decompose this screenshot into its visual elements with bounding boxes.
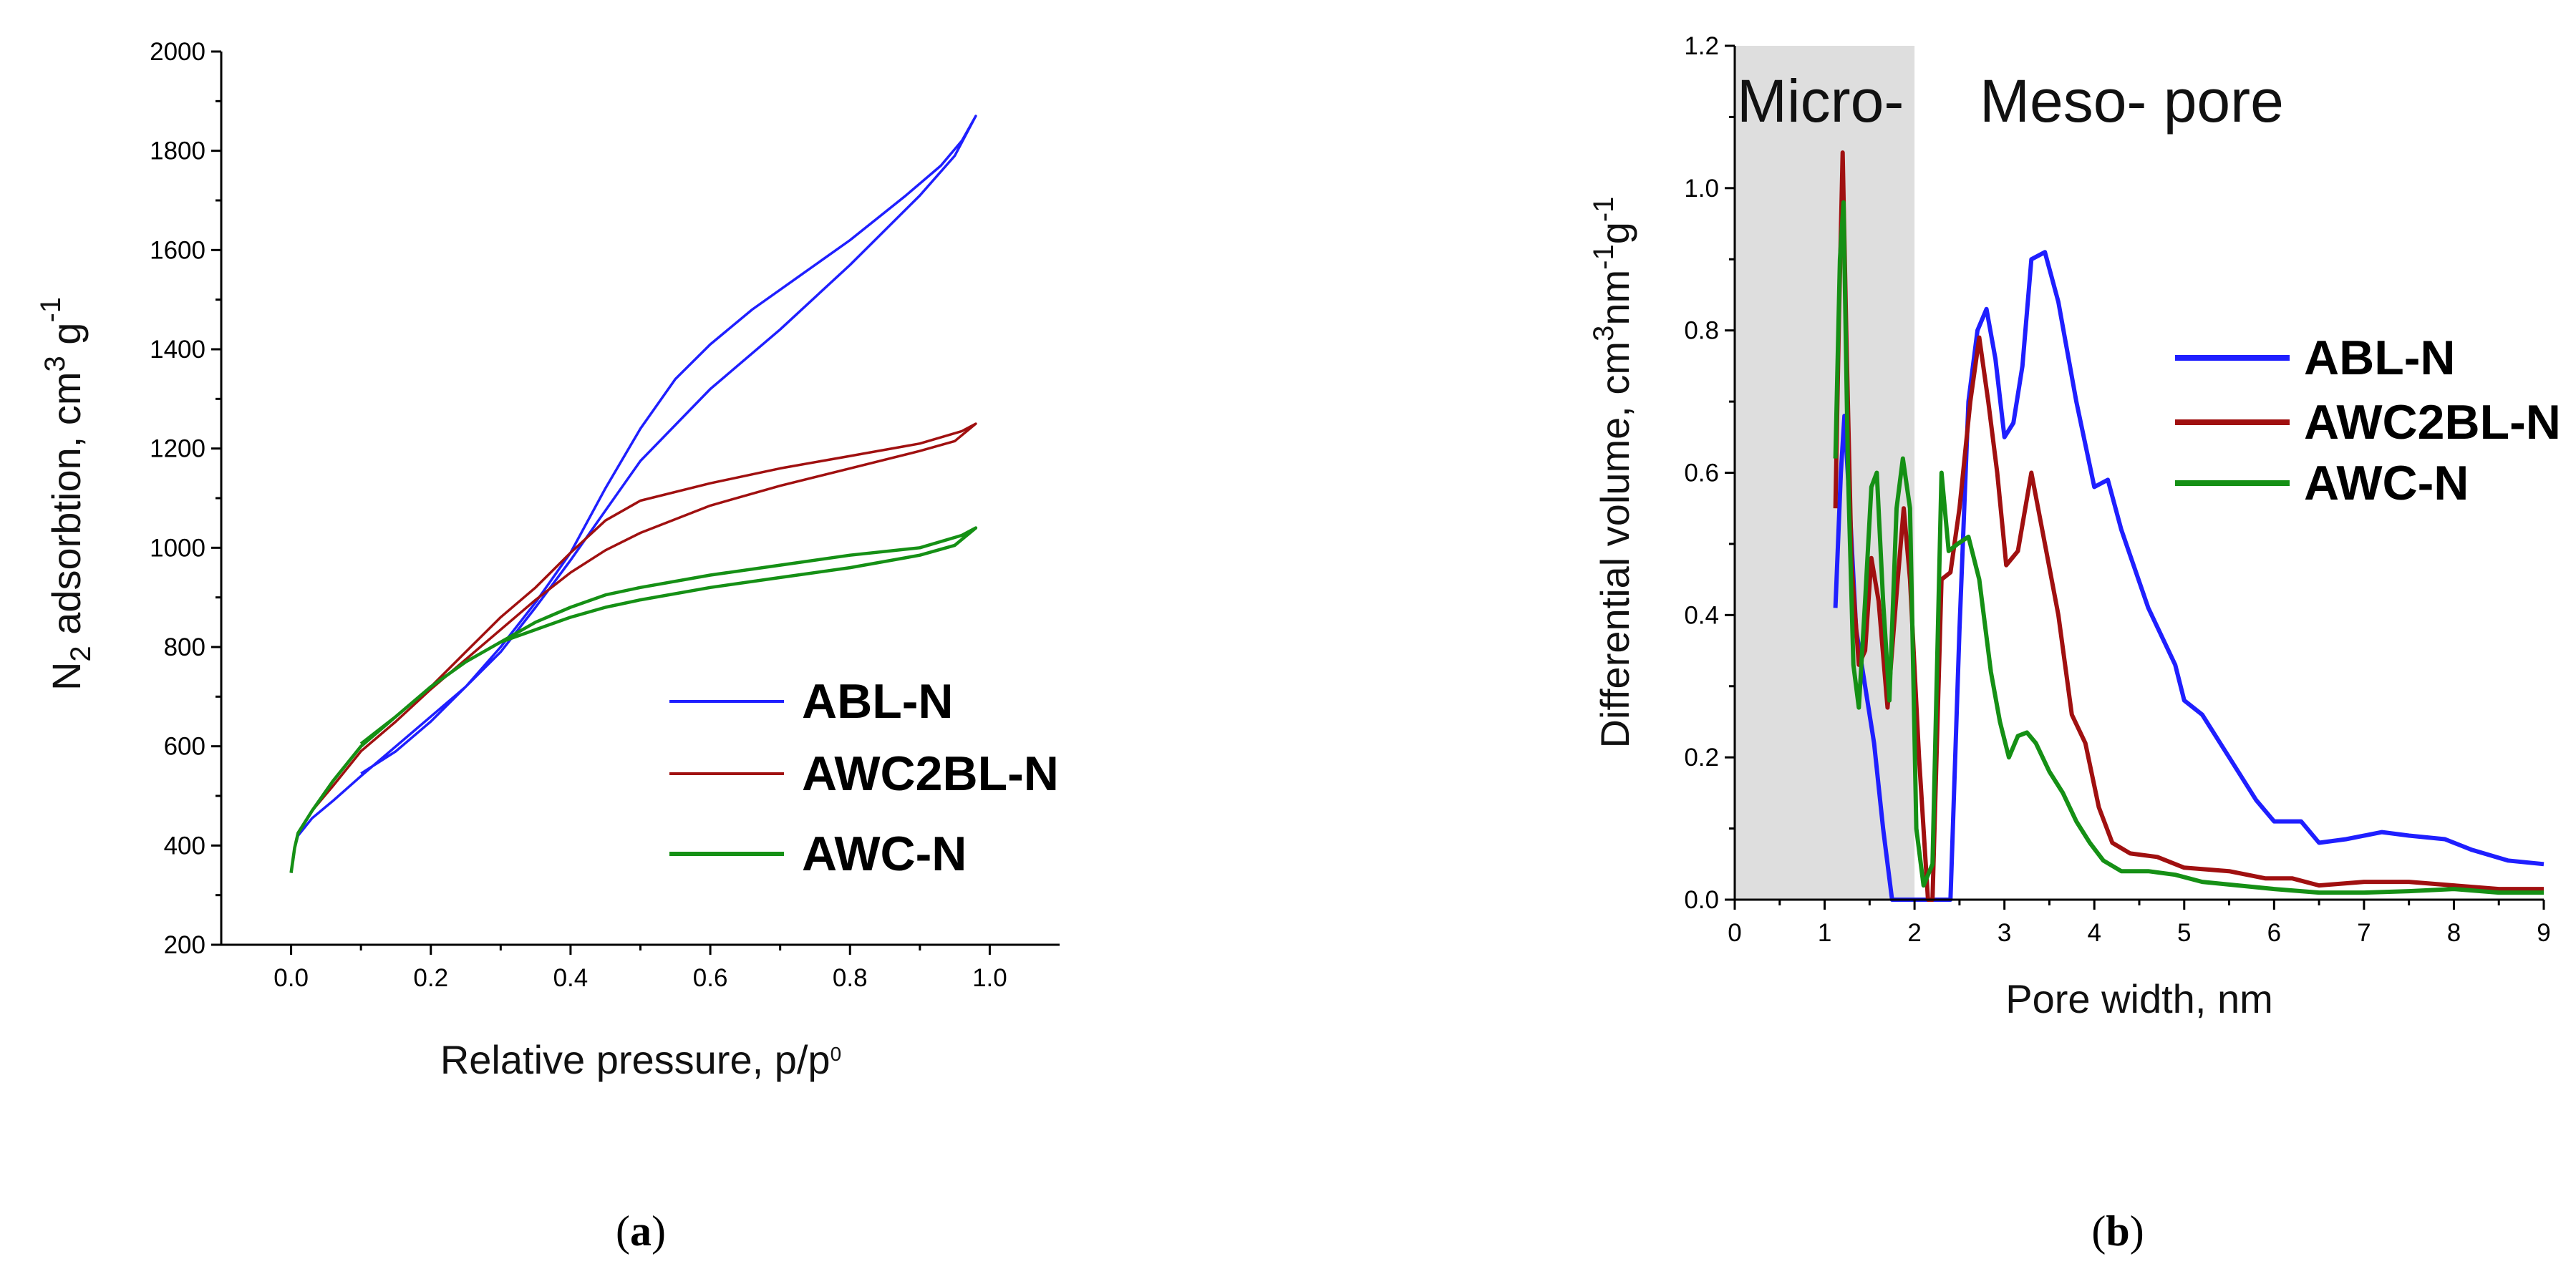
b-ytick-label: 0.8 — [1684, 317, 1719, 345]
b-ytick-label: 0.6 — [1684, 459, 1719, 487]
a-ytick-label: 1400 — [150, 336, 205, 364]
b-xtick-label: 9 — [2537, 919, 2550, 947]
b-ytick-label: 1.0 — [1684, 175, 1719, 203]
b-legend-label-awc2bl: AWC2BL-N — [2304, 395, 2561, 449]
b-xtick-label: 5 — [2177, 919, 2191, 947]
a-xtick-label: 0.4 — [553, 964, 589, 992]
b-annotation-meso: Meso- pore — [1980, 67, 2284, 135]
b-ytick-label: 0.2 — [1684, 744, 1719, 772]
a-series-group — [289, 115, 978, 873]
a-legend-label-abl: ABL-N — [802, 674, 954, 729]
b-xtick-label: 4 — [2087, 919, 2101, 947]
b-xtick-label: 8 — [2447, 919, 2461, 947]
a-xlabel: Relative pressure, p/p0 — [440, 1037, 841, 1082]
b-legend: ABL-N AWC2BL-N AWC-N — [2175, 331, 2561, 510]
a-ytick-label: 2000 — [150, 38, 205, 66]
a-axes — [220, 52, 1060, 946]
a-xtick-label: 0.8 — [833, 964, 868, 992]
b-xtick-label: 7 — [2357, 919, 2371, 947]
a-legend: ABL-N AWC2BL-N AWC-N — [669, 674, 1059, 881]
a-ytick-label: 1200 — [150, 435, 205, 463]
a-legend-label-awc: AWC-N — [802, 827, 967, 881]
a-legend-label-awc2bl: AWC2BL-N — [802, 747, 1059, 801]
b-legend-label-abl: ABL-N — [2304, 331, 2456, 385]
b-micro-region — [1735, 46, 1915, 900]
b-series-line-awc-n — [1833, 200, 2544, 895]
a-xtick-label: 0.6 — [693, 964, 728, 992]
a-series-line-awc-n — [289, 526, 978, 873]
a-ytick-label: 600 — [164, 733, 205, 761]
b-ytick-label: 0.0 — [1684, 886, 1719, 914]
a-xtick-label: 0.0 — [273, 964, 309, 992]
b-series-line-abl-n — [1833, 250, 2544, 902]
a-ytick-label: 400 — [164, 832, 205, 860]
b-legend-label-awc: AWC-N — [2304, 456, 2469, 510]
b-xtick-label: 0 — [1728, 919, 1741, 947]
b-series-group — [1833, 150, 2544, 902]
b-ytick-label: 1.2 — [1684, 32, 1719, 60]
a-ytick-label: 1800 — [150, 137, 205, 165]
b-ticks: 0 1 2 3 4 5 6 7 8 9 0.0 0.2 0.4 0.6 0.8 1.0 1.2 — [1684, 32, 2550, 947]
a-ytick-label: 800 — [164, 633, 205, 661]
b-xtick-label: 2 — [1907, 919, 1921, 947]
b-xtick-label: 3 — [1998, 919, 2011, 947]
b-ylabel: Differential volume, cm3nm-1g-1 — [1588, 197, 1637, 749]
chart-a: 0.0 0.2 0.4 0.6 0.8 1.0 200 400 600 800 1000 1200 14… — [35, 38, 1060, 1255]
a-ytick-label: 1000 — [150, 534, 205, 562]
a-ylabel: N2 adsorbtion, cm3 g-1 — [35, 297, 97, 691]
a-series-line-awc2bl-n — [289, 422, 977, 873]
b-annotation-micro: Micro- — [1737, 67, 1904, 135]
b-series-line-awc2bl-n — [1833, 150, 2544, 902]
b-panel-label: (b) — [2091, 1207, 2144, 1255]
a-xtick-label: 1.0 — [972, 964, 1007, 992]
a-ytick-label: 200 — [164, 931, 205, 959]
chart-b: 0 1 2 3 4 5 6 7 8 9 0.0 0.2 0.4 0.6 0.8 1.0 1.2 Micro- M… — [1588, 32, 2561, 1255]
b-xlabel: Pore width, nm — [2005, 976, 2273, 1021]
b-ytick-label: 0.4 — [1684, 601, 1719, 629]
b-xtick-label: 1 — [1818, 919, 1831, 947]
a-panel-label: (a) — [616, 1207, 666, 1255]
a-xtick-label: 0.2 — [413, 964, 448, 992]
b-xtick-label: 6 — [2267, 919, 2281, 947]
a-ytick-label: 1600 — [150, 236, 205, 264]
a-ticks: 0.0 0.2 0.4 0.6 0.8 1.0 200 400 600 800 1000 1200 14… — [150, 38, 1007, 992]
